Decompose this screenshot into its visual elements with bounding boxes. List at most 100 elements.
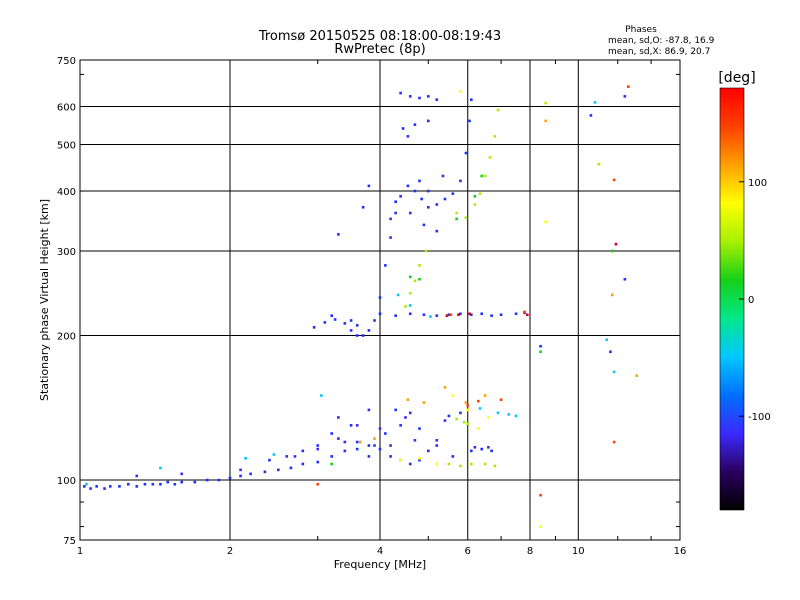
- data-point: [435, 98, 439, 101]
- data-point: [487, 446, 490, 449]
- data-point: [445, 314, 449, 317]
- data-point: [612, 440, 616, 444]
- data-point: [455, 211, 458, 215]
- data-point: [597, 162, 601, 166]
- data-point: [355, 324, 359, 327]
- data-point: [85, 482, 88, 486]
- data-point: [151, 482, 155, 486]
- colorbar-tick-label: 0: [748, 295, 754, 306]
- data-point: [507, 413, 510, 416]
- data-point: [422, 313, 426, 317]
- data-point: [635, 374, 639, 377]
- data-point: [477, 427, 480, 430]
- data-point: [408, 275, 412, 279]
- data-point: [166, 480, 170, 484]
- data-point: [413, 189, 417, 193]
- data-point: [443, 386, 447, 389]
- data-point: [159, 482, 162, 486]
- data-point: [349, 319, 353, 322]
- data-point: [406, 135, 410, 138]
- data-point: [422, 223, 426, 227]
- data-point: [316, 444, 320, 447]
- data-point: [361, 205, 365, 209]
- data-point: [205, 478, 209, 482]
- data-point: [470, 313, 473, 317]
- data-point: [82, 485, 86, 488]
- data-point: [426, 119, 430, 123]
- data-point: [426, 449, 430, 453]
- data-point: [394, 408, 397, 412]
- data-point: [623, 277, 627, 281]
- data-point: [413, 438, 417, 442]
- data-point: [289, 466, 293, 470]
- data-point: [499, 313, 503, 317]
- data-point: [525, 313, 529, 317]
- data-point: [435, 203, 439, 206]
- data-point: [418, 96, 421, 100]
- data-point: [343, 440, 347, 444]
- data-point: [418, 458, 421, 462]
- y-ticks: 75 100 200 300 400 500 600 750: [57, 56, 680, 547]
- data-point: [272, 453, 276, 456]
- data-point: [323, 321, 327, 324]
- data-point: [449, 313, 453, 317]
- data-point: [493, 464, 497, 468]
- x-tick-label: 6: [465, 546, 471, 557]
- data-point: [333, 318, 337, 321]
- data-point: [408, 304, 412, 307]
- grid: [80, 60, 680, 540]
- data-point: [612, 370, 616, 374]
- data-point: [447, 462, 451, 466]
- data-point: [349, 329, 353, 332]
- data-point: [316, 460, 320, 464]
- data-point: [408, 312, 412, 316]
- data-point: [514, 312, 518, 316]
- data-point: [217, 478, 221, 482]
- data-point: [293, 455, 297, 458]
- data-point: [451, 192, 455, 195]
- data-point: [464, 151, 468, 155]
- data-point: [126, 482, 130, 486]
- data-point: [610, 293, 614, 297]
- data-point: [285, 455, 289, 458]
- data-point: [404, 416, 407, 419]
- data-point: [420, 197, 423, 201]
- data-point: [447, 414, 451, 418]
- data-point: [401, 127, 405, 130]
- phase-stats-o: mean, sd,O: -87.8, 16.9: [608, 36, 715, 46]
- data-point: [378, 296, 382, 299]
- data-points: [82, 85, 639, 528]
- data-point: [301, 462, 305, 466]
- data-point: [451, 394, 455, 397]
- data-point: [544, 220, 547, 224]
- data-point: [544, 119, 547, 123]
- data-point: [330, 462, 334, 466]
- data-point: [399, 195, 402, 198]
- data-point: [455, 417, 458, 421]
- data-point: [496, 411, 500, 415]
- data-point: [355, 424, 359, 427]
- data-point: [173, 482, 177, 486]
- data-point: [399, 458, 402, 462]
- data-point: [343, 322, 347, 325]
- data-point: [610, 249, 614, 253]
- data-point: [337, 437, 340, 440]
- data-point: [316, 482, 320, 486]
- data-point: [426, 189, 430, 193]
- data-point: [478, 192, 482, 195]
- data-point: [337, 233, 340, 236]
- data-point: [108, 485, 112, 488]
- phase-stats-x: mean, sd,X: 86.9, 20.7: [608, 47, 710, 57]
- data-point: [384, 432, 387, 435]
- data-point: [406, 184, 410, 188]
- data-point: [373, 437, 376, 440]
- data-point: [483, 174, 487, 178]
- data-point: [263, 470, 267, 474]
- data-point: [435, 229, 439, 233]
- y-tick-label: 600: [57, 103, 76, 114]
- data-point: [539, 344, 542, 348]
- data-point: [399, 424, 402, 427]
- data-point: [470, 462, 473, 466]
- data-point: [627, 85, 630, 88]
- data-point: [496, 108, 500, 112]
